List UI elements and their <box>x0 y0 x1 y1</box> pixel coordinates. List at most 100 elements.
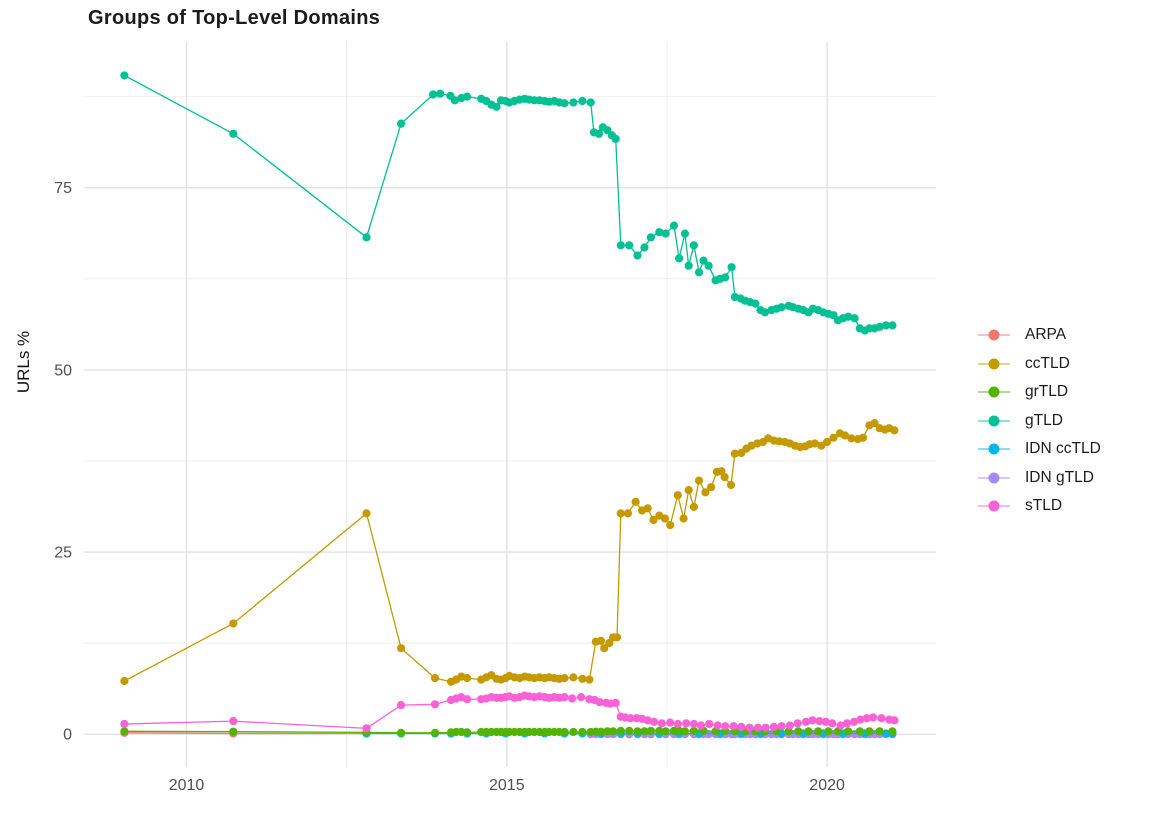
data-point <box>760 308 770 317</box>
data-point <box>684 486 693 495</box>
legend-label: ARPA <box>1025 326 1067 343</box>
data-point <box>577 693 586 702</box>
data-point <box>689 726 699 736</box>
data-point <box>680 727 690 736</box>
data-point <box>578 727 587 737</box>
data-point <box>463 674 472 683</box>
data-point <box>657 719 666 728</box>
data-point <box>815 717 824 726</box>
data-point <box>823 437 832 447</box>
legend-item-ARPA: ARPA <box>977 324 1101 346</box>
data-point <box>605 639 614 648</box>
data-point <box>865 727 874 736</box>
data-point <box>120 719 129 729</box>
data-point <box>849 717 859 726</box>
data-point <box>804 727 813 736</box>
data-point <box>616 509 625 518</box>
data-point <box>821 717 830 726</box>
data-point <box>769 722 779 732</box>
data-point <box>844 312 853 321</box>
data-point <box>611 134 620 143</box>
data-point <box>649 515 658 525</box>
data-point <box>669 221 679 230</box>
data-point <box>689 241 699 250</box>
data-point <box>120 676 129 686</box>
data-point <box>875 727 884 736</box>
data-point <box>794 727 803 736</box>
data-point <box>612 633 622 642</box>
data-point <box>870 419 879 428</box>
axis-tick-labels: 0 25 50 75 2010 2015 2020 <box>54 180 845 794</box>
data-point <box>858 433 868 442</box>
data-point <box>862 714 871 723</box>
data-point <box>869 713 878 722</box>
legend-item-IDN-gTLD: IDN gTLD <box>977 467 1101 489</box>
data-point <box>640 727 649 736</box>
data-point <box>726 480 736 490</box>
data-point <box>631 497 640 506</box>
data-point <box>881 321 891 330</box>
data-point <box>856 715 865 724</box>
data-point <box>120 71 129 80</box>
legend-item-IDN-ccTLD: IDN ccTLD <box>977 438 1101 460</box>
legend-label: IDN ccTLD <box>1025 440 1101 457</box>
data-point <box>694 268 704 277</box>
data-point <box>596 727 606 736</box>
data-point <box>560 99 569 108</box>
data-point <box>713 721 722 730</box>
data-point <box>463 92 472 101</box>
legend-item-gTLD: gTLD <box>977 410 1101 432</box>
data-point <box>430 674 440 683</box>
legend-item-sTLD: sTLD <box>977 495 1101 517</box>
data-point <box>625 241 634 250</box>
data-point <box>689 719 699 729</box>
data-point <box>829 433 838 442</box>
data-point <box>586 98 595 107</box>
data-point <box>616 726 625 736</box>
data-point <box>436 89 445 98</box>
data-point <box>810 439 820 448</box>
data-point <box>707 483 716 492</box>
data-point <box>633 251 642 260</box>
data-point <box>729 722 738 731</box>
y-tick-label: 50 <box>54 362 72 379</box>
data-point <box>450 96 459 105</box>
data-point <box>569 673 578 682</box>
legend-key-icon <box>978 386 1010 398</box>
data-point <box>855 727 864 736</box>
data-point <box>666 718 675 727</box>
data-point <box>229 129 238 138</box>
legend-item-ccTLD: ccTLD <box>977 353 1101 375</box>
data-point <box>753 723 763 732</box>
legend-label: gTLD <box>1025 411 1063 429</box>
data-point <box>578 96 587 106</box>
legend-key-icon <box>978 443 1010 455</box>
data-point <box>569 727 578 737</box>
data-point <box>229 619 238 628</box>
y-tick-label: 75 <box>54 180 72 197</box>
data-point <box>492 102 501 111</box>
data-point <box>660 514 670 523</box>
data-point <box>847 434 856 443</box>
x-tick-label: 2010 <box>169 777 205 794</box>
data-point <box>568 694 577 703</box>
data-point <box>704 261 713 270</box>
data-point <box>673 491 682 500</box>
legend-label: sTLD <box>1025 497 1063 514</box>
data-point <box>814 727 823 736</box>
data-point <box>578 674 587 683</box>
series-sTLD <box>120 691 899 733</box>
data-point <box>463 728 472 737</box>
gridlines <box>84 42 936 767</box>
data-point <box>643 716 652 725</box>
data-point <box>696 721 706 730</box>
data-point <box>609 727 618 736</box>
data-point <box>875 322 884 331</box>
data-point <box>785 721 795 730</box>
series-gTLD <box>120 71 897 335</box>
data-point <box>661 727 670 736</box>
data-point <box>430 700 440 709</box>
data-point <box>600 644 609 653</box>
chart-title: Groups of Top-Level Domains <box>88 7 381 29</box>
